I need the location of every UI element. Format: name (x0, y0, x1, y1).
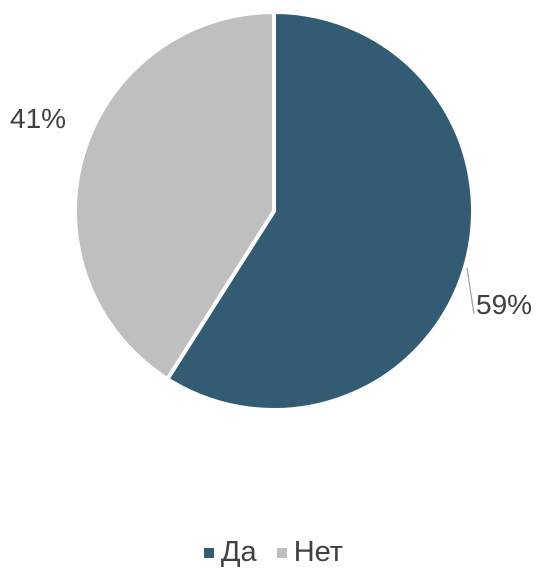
pie-slice-0 (165, 10, 475, 412)
pie-slice-1 (73, 10, 276, 382)
legend: Да Нет (0, 536, 547, 569)
leader-line-0 (466, 267, 475, 315)
data-label-1: 41% (10, 103, 66, 134)
data-labels: 59% 41% (10, 103, 532, 320)
legend-swatch-1 (276, 547, 287, 558)
legend-item-1: Нет (276, 536, 344, 569)
legend-item-0: Да (203, 536, 257, 569)
legend-swatch-0 (203, 547, 214, 558)
pie-slices (73, 10, 475, 412)
legend-label-1: Нет (293, 536, 344, 568)
legend-label-0: Да (220, 536, 257, 568)
leader-lines (466, 267, 475, 315)
data-label-0: 59% (476, 289, 532, 320)
